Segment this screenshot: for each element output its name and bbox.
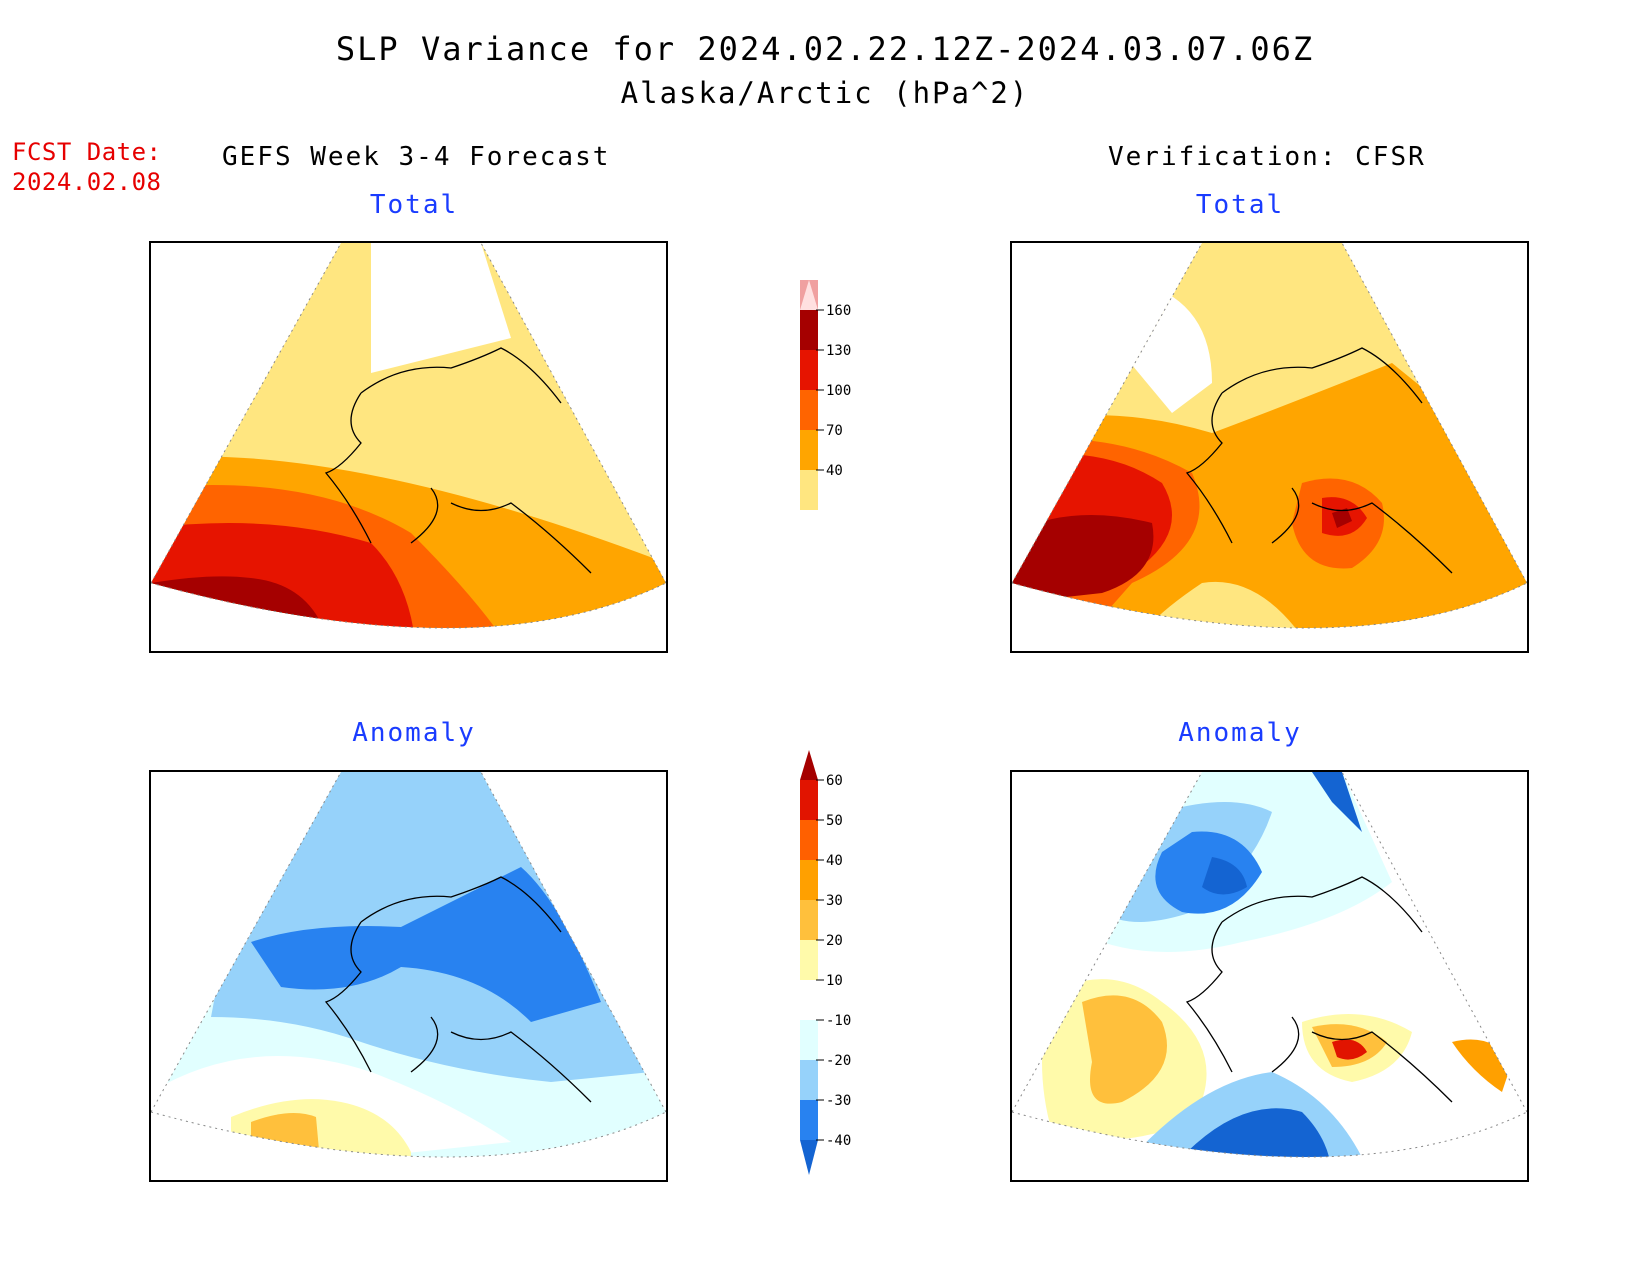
anomaly-colorbar-tick-label: 60 bbox=[826, 773, 843, 789]
anomaly-colorbar-color-segment bbox=[800, 750, 818, 780]
anomaly-colorbar-color-segment bbox=[800, 860, 818, 900]
anomaly-colorbar-color-segment bbox=[800, 1020, 818, 1060]
forecast-anomaly-map bbox=[149, 770, 668, 1182]
anomaly-colorbar-tick-label: 30 bbox=[826, 893, 843, 909]
total-colorbar: 4070100130160190220 bbox=[780, 223, 900, 610]
verification-total-map bbox=[1010, 241, 1529, 653]
total-colorbar-tick-label: 130 bbox=[826, 343, 851, 359]
total-colorbar-tick-label: 100 bbox=[826, 383, 851, 399]
anomaly-colorbar-tick-label: -20 bbox=[826, 1053, 851, 1069]
forecast-total-title: Total bbox=[369, 190, 459, 220]
total-colorbar-tick-label: 160 bbox=[826, 303, 851, 319]
total-colorbar-color-segment bbox=[800, 310, 818, 350]
anomaly-colorbar-tick-label: -10 bbox=[826, 1013, 851, 1029]
total-colorbar-color-segment bbox=[800, 390, 818, 430]
total-colorbar-color-segment bbox=[800, 350, 818, 390]
anomaly-colorbar-color-segment bbox=[800, 1140, 818, 1175]
anomaly-colorbar-color-segment bbox=[800, 1060, 818, 1100]
anomaly-colorbar: -40 -30 -20 -10 10 20 30 40 50 60 bbox=[780, 750, 900, 1200]
anomaly-colorbar-tick-label: 20 bbox=[826, 933, 843, 949]
verification-anomaly-title: Anomaly bbox=[1178, 718, 1302, 748]
anomaly-colorbar-tick-label: 50 bbox=[826, 813, 843, 829]
forecast-column-title: GEFS Week 3-4 Forecast bbox=[222, 142, 611, 172]
total-colorbar-tick-label: 40 bbox=[826, 463, 843, 479]
forecast-total-map bbox=[149, 241, 668, 653]
anomaly-colorbar-color-segment bbox=[800, 1100, 818, 1140]
anomaly-colorbar-tick-label: -40 bbox=[826, 1133, 851, 1149]
anomaly-colorbar-tick-label: 10 bbox=[826, 973, 843, 989]
anomaly-colorbar-color-segment bbox=[800, 980, 818, 1020]
fcst-date-value: 2024.02.08 bbox=[12, 168, 162, 196]
verification-anomaly-map bbox=[1010, 770, 1529, 1182]
verification-total-title: Total bbox=[1195, 190, 1285, 220]
verification-column-title: Verification: CFSR bbox=[1108, 142, 1426, 172]
anomaly-colorbar-tick-label: -30 bbox=[826, 1093, 851, 1109]
total-colorbar-color-segment bbox=[800, 280, 818, 310]
main-title: SLP Variance for 2024.02.22.12Z-2024.03.… bbox=[335, 30, 1315, 68]
total-colorbar-color-segment bbox=[800, 470, 818, 510]
anomaly-colorbar-color-segment bbox=[800, 820, 818, 860]
anomaly-colorbar-tick-label: 40 bbox=[826, 853, 843, 869]
forecast-anomaly-title: Anomaly bbox=[352, 718, 476, 748]
anomaly-colorbar-color-segment bbox=[800, 900, 818, 940]
main-subtitle: Alaska/Arctic (hPa^2) bbox=[620, 76, 1030, 110]
total-colorbar-tick-label: 70 bbox=[826, 423, 843, 439]
total-colorbar-color-segment bbox=[800, 430, 818, 470]
fcst-date-label: FCST Date: bbox=[12, 138, 162, 166]
anomaly-colorbar-color-segment bbox=[800, 940, 818, 980]
anomaly-colorbar-color-segment bbox=[800, 780, 818, 820]
